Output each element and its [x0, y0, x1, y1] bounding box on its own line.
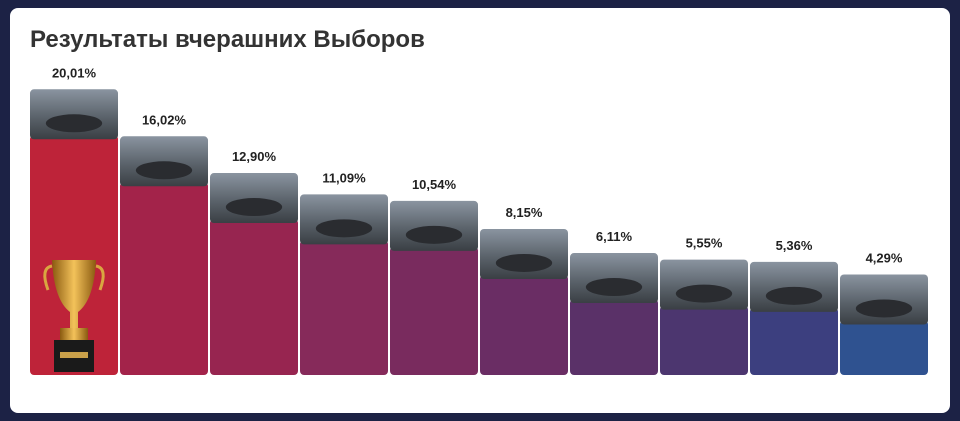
car-shape [225, 198, 283, 217]
trophy-plate [60, 352, 88, 358]
trophy-handles [43, 264, 105, 291]
bar [480, 274, 568, 375]
value-label: 11,09% [322, 170, 366, 185]
value-label: 20,01% [52, 65, 97, 80]
car-shape [315, 219, 373, 238]
bar [300, 240, 388, 375]
value-label: 5,36% [776, 238, 813, 253]
car-shape [45, 114, 103, 133]
car-shape [765, 286, 823, 305]
car-shape [585, 278, 643, 297]
bar [660, 305, 748, 375]
value-label: 12,90% [232, 149, 277, 164]
value-label: 10,54% [412, 177, 457, 192]
value-label: 4,29% [866, 250, 903, 265]
bar [390, 246, 478, 375]
bar [210, 219, 298, 375]
chart-title: Результаты вчерашних Выборов [30, 26, 425, 53]
car-shape [495, 253, 553, 272]
trophy-cup [52, 260, 96, 328]
car-shape [135, 161, 193, 180]
car-shape [855, 299, 913, 318]
bar [120, 182, 208, 375]
bar [30, 135, 118, 375]
car-shape [405, 225, 463, 244]
bar [570, 299, 658, 375]
bar [840, 320, 928, 375]
trophy-neck [60, 328, 88, 340]
bar [750, 307, 838, 375]
value-label: 16,02% [142, 112, 187, 127]
car-shape [675, 284, 733, 303]
value-label: 8,15% [506, 205, 543, 220]
value-label: 6,11% [596, 229, 633, 244]
value-label: 5,55% [686, 236, 723, 251]
